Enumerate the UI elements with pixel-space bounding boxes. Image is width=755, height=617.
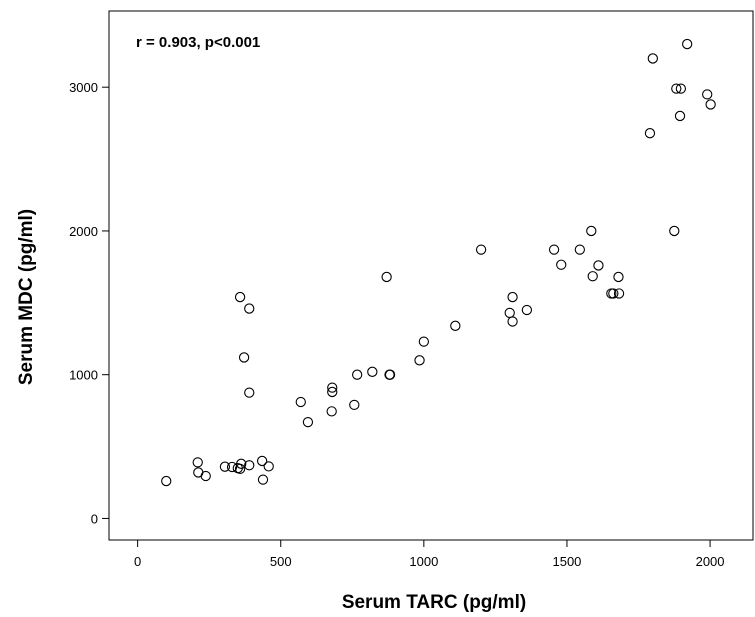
data-point	[450, 320, 461, 331]
data-point	[234, 463, 246, 474]
data-point	[669, 225, 680, 237]
data-point	[507, 316, 518, 327]
data-point	[226, 461, 238, 473]
x-tick-label: 1000	[409, 554, 438, 569]
data-point	[613, 288, 625, 299]
y-axis-title: Serum MDC (pg/ml)	[16, 209, 37, 385]
data-point	[234, 291, 246, 303]
data-point	[352, 369, 363, 380]
data-point	[161, 475, 172, 487]
data-point	[295, 396, 306, 408]
data-point	[326, 406, 337, 417]
data-point	[586, 225, 597, 237]
data-point	[367, 366, 378, 377]
data-point	[238, 352, 250, 363]
data-point	[302, 416, 314, 428]
data-point	[236, 458, 247, 469]
data-point	[327, 382, 338, 393]
data-point	[682, 38, 693, 50]
data-point	[574, 244, 585, 255]
x-tick-label: 0	[134, 554, 141, 569]
data-point	[263, 461, 274, 472]
data-point	[244, 387, 255, 398]
data-point	[521, 304, 533, 316]
data-point	[647, 53, 658, 64]
data-point	[705, 99, 716, 110]
y-tick-label: 1000	[69, 368, 98, 383]
data-point	[702, 89, 713, 100]
correlation-annotation: r = 0.903, p<0.001	[136, 34, 260, 51]
data-point	[675, 83, 687, 94]
data-point	[608, 288, 619, 299]
data-point	[200, 470, 211, 482]
y-tick-label: 0	[91, 511, 98, 526]
data-point	[414, 355, 425, 366]
data-point	[475, 244, 487, 255]
x-axis-title: Serum TARC (pg/ml)	[342, 592, 526, 613]
plot-frame	[108, 10, 754, 541]
data-point	[384, 369, 396, 380]
plot-area	[108, 10, 754, 541]
x-tick-label: 500	[270, 554, 292, 569]
y-tick-label: 2000	[69, 224, 98, 239]
data-point	[587, 271, 598, 282]
data-point	[349, 399, 360, 411]
data-point	[244, 303, 255, 314]
data-points	[161, 38, 716, 487]
data-point	[418, 336, 429, 347]
data-point	[327, 386, 338, 398]
data-point	[644, 128, 656, 139]
x-axis: 0 500 1000 1500 2000	[134, 540, 725, 569]
data-point	[548, 244, 560, 255]
x-tick-label: 1500	[552, 554, 581, 569]
y-axis: 0 1000 2000 3000	[69, 80, 109, 526]
data-point	[219, 461, 231, 472]
data-point	[556, 259, 567, 270]
data-point	[671, 83, 682, 94]
data-point	[381, 271, 392, 283]
x-tick-label: 2000	[696, 554, 725, 569]
data-point	[674, 110, 686, 122]
data-point	[613, 271, 624, 283]
data-point	[192, 457, 203, 468]
data-point	[593, 260, 604, 271]
data-point	[256, 455, 268, 467]
y-tick-label: 3000	[69, 80, 98, 95]
data-point	[244, 460, 255, 471]
data-point	[507, 291, 518, 303]
data-point	[257, 474, 269, 485]
